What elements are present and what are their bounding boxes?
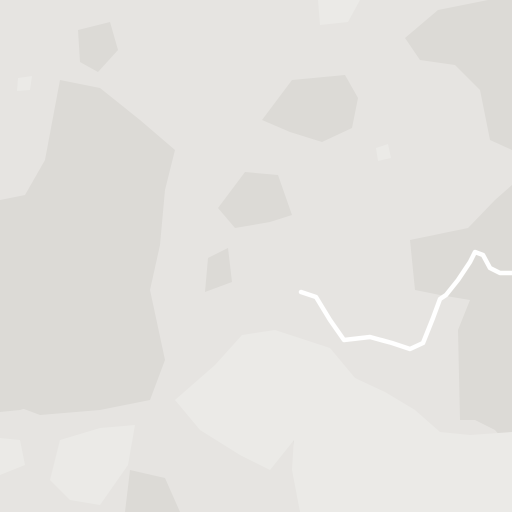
terrain-shade (125, 470, 180, 512)
terrain-shade (218, 172, 292, 228)
terrain-shade (78, 22, 118, 72)
terrain-shade (0, 80, 175, 415)
terrain-shade (405, 0, 512, 150)
terrain-light (0, 438, 25, 475)
terrain-shade (0, 345, 55, 412)
terrain-shade (205, 248, 232, 292)
terrain-shade (262, 75, 358, 142)
terrain-light (50, 425, 135, 505)
terrain-light (175, 330, 512, 512)
terrain-light (376, 144, 391, 161)
road[interactable] (298, 249, 512, 352)
terrain-shade (410, 185, 512, 450)
terrain-light (17, 76, 32, 91)
terrain-light (318, 0, 360, 25)
terrain-shade (18, 243, 60, 282)
